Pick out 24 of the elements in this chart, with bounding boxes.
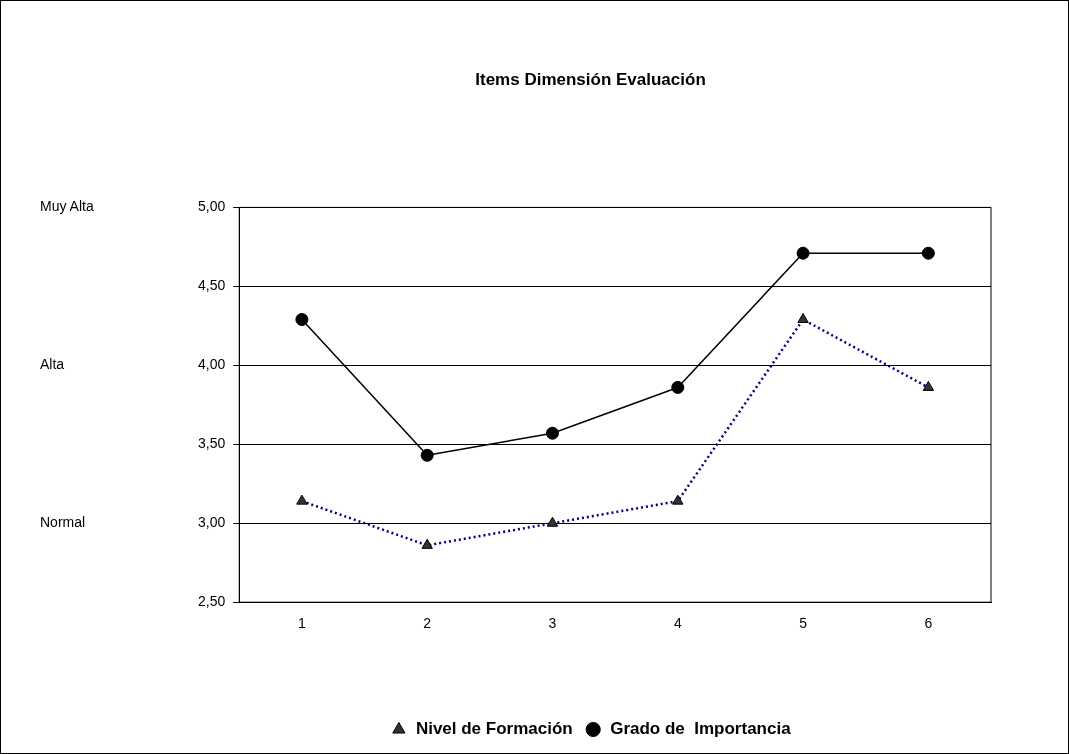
x-tick-label: 4 (673, 615, 682, 632)
point (671, 380, 685, 394)
y-tick-label: 5,00 (198, 198, 226, 215)
legend-label: Nivel de Formación (415, 719, 573, 739)
x-tick-label: 3 (548, 615, 557, 632)
y-tick-label: 4,00 (198, 356, 226, 373)
point (295, 313, 309, 327)
point (545, 426, 559, 440)
chart-title: Items Dimensión Evaluación (475, 69, 706, 89)
text: Normal (40, 514, 86, 531)
point (796, 246, 810, 260)
y-tick-label: 3,00 (198, 514, 226, 531)
text: Alta (40, 356, 65, 373)
y-tick-label: 3,50 (198, 435, 226, 452)
y-tick-label: 2,50 (198, 593, 226, 610)
point (921, 246, 935, 260)
x-tick-label: 6 (924, 615, 933, 632)
point (420, 448, 434, 462)
legend-label: Grado de Importancia (610, 719, 792, 739)
y-tick-label: 4,50 (198, 277, 226, 294)
x-tick-label: 1 (298, 615, 306, 632)
x-tick-label: 2 (423, 615, 432, 632)
text: Muy Alta (40, 198, 94, 215)
x-tick-label: 5 (799, 615, 808, 632)
